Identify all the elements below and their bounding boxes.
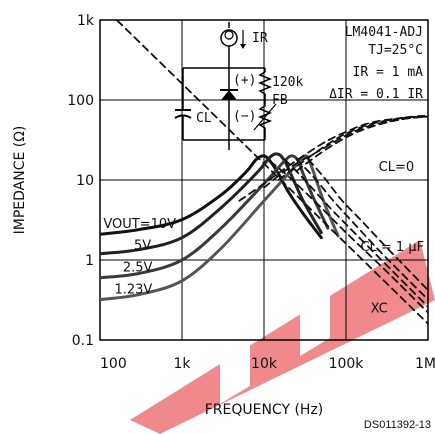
x-tick-label: 1M: [415, 356, 435, 372]
x-axis-title: FREQUENCY (Hz): [205, 402, 324, 418]
condition-temp: TJ=25°C: [368, 43, 423, 58]
fb-label: FB: [272, 93, 288, 108]
series-layer: [100, 20, 428, 325]
r120k-label: 120k: [272, 75, 303, 90]
y-axis-title: IMPEDANCE (Ω): [12, 126, 28, 235]
x-tick-label: 10k: [251, 356, 278, 372]
ir-label: IR: [252, 31, 268, 46]
y-tick-label: 10: [76, 173, 94, 189]
curve-label-5v: 5V: [134, 239, 151, 254]
series-cl-0: [295, 115, 428, 172]
series-5v: [100, 152, 323, 256]
grid: [99, 19, 429, 341]
y-tick-labels: 0.1 1 10 100 1k: [67, 13, 95, 349]
x-tick-label: 100: [100, 356, 127, 372]
schematic-inset: IR CL (+) (−) 120k FB: [174, 22, 303, 150]
x-tick-label: 100k: [329, 356, 365, 372]
document-id: DS011392-13: [364, 419, 431, 431]
series-xc: [115, 20, 428, 325]
condition-part: LM4041-ADJ: [345, 25, 423, 40]
curve-label-1-23v: 1.23V: [114, 283, 152, 298]
y-tick-label: 100: [67, 93, 94, 109]
series-cl-0: [277, 114, 428, 181]
y-tick-label: 1: [85, 253, 94, 269]
watermark: [130, 240, 435, 434]
current-source-icon: [220, 29, 238, 47]
resistor-variable: [257, 100, 273, 140]
curve-label-cl-1-f: CL = 1 μF: [360, 240, 424, 255]
series-cl-1-f: [269, 160, 428, 314]
curve-label-2-5v: 2.5V: [123, 260, 153, 275]
series-cl-1-f: [284, 158, 428, 308]
plus-label: (+): [233, 73, 256, 88]
series-cl-1-f: [307, 158, 428, 292]
y-tick-label: 0.1: [72, 333, 94, 349]
minus-label: (−): [233, 109, 256, 124]
conditions-block: LM4041-ADJ TJ=25°C IR = 1 mA ΔIR = 0.1 I…: [329, 25, 423, 102]
condition-current: IR = 1 mA: [353, 65, 424, 80]
curve-label-vout-10v: VOUT=10V: [103, 217, 176, 232]
cl-label: CL: [196, 111, 212, 126]
reference-diode-icon: [221, 90, 237, 100]
y-tick-label: 1k: [77, 13, 95, 29]
x-tick-labels: 100 1k 10k 100k 1M: [100, 356, 435, 372]
curve-label-cl-0: CL=0: [379, 160, 414, 175]
condition-delta: ΔIR = 0.1 IR: [329, 87, 423, 102]
curve-label-xc: XC: [371, 302, 388, 317]
series-1-23v: [100, 154, 340, 302]
x-tick-label: 1k: [173, 356, 191, 372]
series-vout-10v: [100, 154, 323, 240]
resistor-120k: [257, 68, 273, 100]
curve-labels: VOUT=10V 5V 2.5V 1.23V CL=0 CL = 1 μF XC: [103, 160, 424, 317]
series-cl-1-f: [295, 158, 428, 301]
